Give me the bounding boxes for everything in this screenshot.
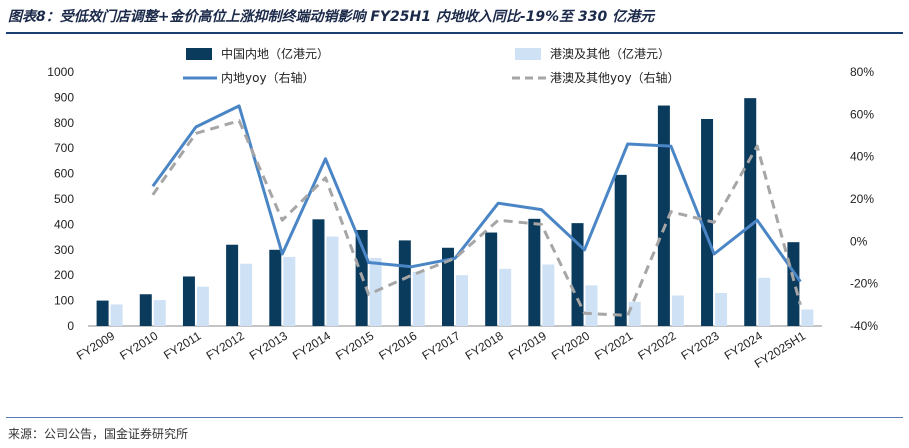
- x-tick-label: FY2010: [117, 328, 160, 362]
- y-left-tick-label: 400: [54, 217, 74, 231]
- bar-hk-macau-other: [153, 300, 166, 326]
- legend-hk-macau-other-swatch: [515, 48, 541, 60]
- y-left-tick-label: 300: [54, 243, 74, 257]
- bar-hk-macau-other: [326, 236, 339, 326]
- bar-hk-macau-other: [240, 263, 253, 326]
- y-right-tick-label: 0%: [850, 234, 868, 248]
- x-tick-label: FY2023: [679, 328, 722, 362]
- y-right-tick-label: 40%: [850, 150, 874, 164]
- chart-title: 图表8：受低效门店调整+金价高位上涨抑制终端动销影响 FY25H1 内地收入同比…: [8, 9, 655, 25]
- legend-hk-macau-other-yoy-label: 港澳及其他yoy（右轴）: [550, 70, 680, 85]
- x-tick-label: FY2012: [204, 328, 247, 362]
- legend: 中国内地（亿港元） 港澳及其他（亿港元） 内地yoy（右轴） 港澳及其他yoy（右轴）: [183, 46, 680, 85]
- bar-mainland: [485, 232, 498, 326]
- legend-mainland-label: 中国内地（亿港元）: [221, 46, 329, 61]
- y-left-tick-label: 600: [54, 167, 74, 181]
- x-tick-label: FY2021: [592, 328, 635, 362]
- bar-mainland: [182, 276, 195, 326]
- bar-mainland: [226, 244, 239, 326]
- y-right-tick-label: -20%: [850, 277, 878, 291]
- bar-mainland: [442, 247, 454, 326]
- bar-hk-macau-other: [585, 285, 598, 326]
- x-tick-label: FY2022: [635, 328, 678, 362]
- bar-hk-macau-other: [412, 271, 425, 326]
- bar-hk-macau-other: [715, 292, 728, 326]
- y-left-tick-label: 500: [54, 192, 74, 206]
- y-left-tick-label: 900: [54, 90, 74, 104]
- y-left-tick-label: 100: [54, 294, 74, 308]
- lines: [151, 104, 802, 317]
- y-left-tick-label: 1000: [47, 65, 74, 79]
- y-left-tick-label: 700: [54, 141, 74, 155]
- x-tick-label: FY2011: [161, 328, 204, 362]
- bar-hk-macau-other: [499, 268, 512, 326]
- x-tick-label: FY2018: [463, 328, 506, 362]
- y-left-tick-label: 0: [67, 319, 74, 333]
- line-mainland-yoy: [151, 104, 802, 283]
- x-tick-label: FY2019: [506, 328, 549, 362]
- bar-mainland: [269, 249, 282, 326]
- bar-mainland: [312, 219, 325, 326]
- legend-mainland-swatch: [186, 48, 212, 60]
- bar-hk-macau-other: [801, 309, 814, 326]
- x-tick-label: FY2014: [290, 328, 333, 362]
- y-left-tick-label: 200: [54, 268, 74, 282]
- bar-mainland: [571, 223, 584, 326]
- title-divider: [6, 32, 903, 34]
- footer-divider: [6, 417, 903, 418]
- x-tick-label: FY2017: [420, 328, 463, 362]
- x-tick-label: FY2020: [549, 328, 592, 362]
- y-right-tick-label: -40%: [850, 319, 878, 333]
- x-tick-label: FY2009: [74, 328, 117, 362]
- source-note: 来源：公司公告，国金证券研究所: [8, 427, 189, 441]
- legend-hk-macau-other-label: 港澳及其他（亿港元）: [550, 46, 670, 61]
- y-right-tick-label: 80%: [850, 65, 874, 79]
- y-left-tick-label: 800: [54, 116, 74, 130]
- bar-hk-macau-other: [456, 275, 468, 326]
- bar-hk-macau-other: [671, 295, 684, 326]
- bar-hk-macau-other: [542, 264, 555, 326]
- bar-mainland: [744, 98, 757, 326]
- bar-mainland: [701, 118, 714, 327]
- x-tick-label: FY2013: [247, 328, 290, 362]
- bar-hk-macau-other: [110, 304, 123, 326]
- y-right-tick-label: 60%: [850, 107, 874, 121]
- bar-hk-macau-other: [283, 256, 296, 326]
- bar-hk-macau-other: [196, 286, 209, 326]
- bar-mainland: [398, 240, 411, 326]
- bar-mainland: [657, 105, 670, 326]
- bar-hk-macau-other: [758, 277, 771, 326]
- bar-mainland: [528, 218, 541, 326]
- bar-mainland: [96, 300, 109, 326]
- legend-mainland-yoy-label: 内地yoy（右轴）: [221, 70, 315, 85]
- x-tick-label: FY2016: [376, 328, 419, 362]
- bar-hk-macau-other: [628, 301, 641, 326]
- bar-mainland: [139, 294, 152, 326]
- bar-mainland: [787, 242, 800, 326]
- x-tick-label: FY2015: [333, 328, 376, 362]
- bar-mainland: [614, 174, 627, 326]
- y-right-tick-label: 20%: [850, 192, 874, 206]
